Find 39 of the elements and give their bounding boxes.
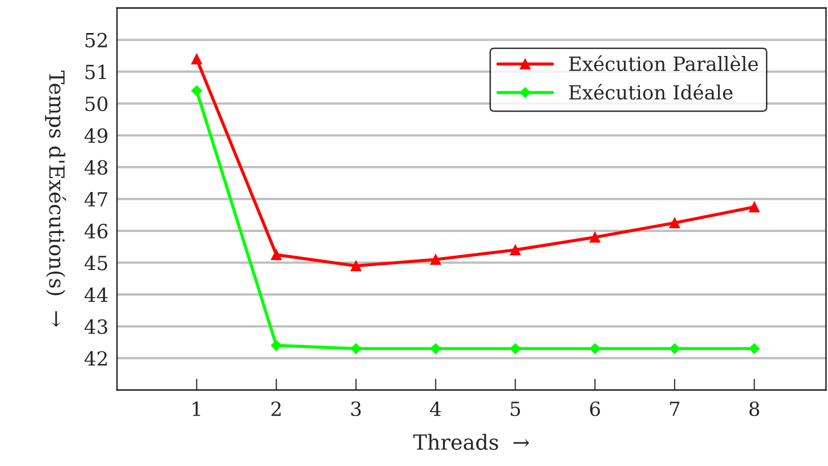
point — [748, 202, 760, 212]
y-tick-label: 52 — [86, 32, 107, 48]
point — [270, 340, 282, 351]
y-tick-label: 42 — [84, 351, 107, 366]
point — [510, 343, 521, 354]
x-axis-title: Threads → — [413, 434, 530, 450]
point — [510, 244, 521, 256]
point — [669, 343, 680, 354]
y-tick-label: 49 — [84, 128, 108, 143]
x-tick-label: 2 — [271, 401, 281, 416]
point — [191, 85, 202, 96]
y-tick-label: 48 — [84, 160, 108, 175]
x-tick-label: 4 — [430, 401, 441, 416]
legend-label: Exécution Parallèle — [569, 55, 758, 72]
x-tick-label: 3 — [351, 401, 361, 416]
x-tick-label: 1 — [192, 401, 200, 416]
point — [350, 260, 362, 272]
x-tick-label: 8 — [749, 401, 760, 416]
x-tick-label: 6 — [590, 401, 600, 416]
legend-label: Exécution Idéale — [569, 84, 732, 100]
point — [350, 343, 362, 354]
point — [748, 343, 760, 354]
point — [590, 343, 600, 354]
y-tick-label: 47 — [84, 192, 108, 206]
point — [191, 54, 202, 64]
y-tick-label: 44 — [84, 287, 108, 302]
point — [430, 254, 442, 265]
x-tick-label: 5 — [510, 402, 520, 416]
x-tick-label: 7 — [670, 402, 680, 416]
y-axis-title: Temps d'Exécution(s) → — [45, 70, 66, 327]
point — [590, 232, 600, 243]
y-tick-label: 51 — [86, 64, 106, 80]
y-tick-label: 50 — [86, 96, 108, 112]
y-tick-label: 43 — [84, 319, 108, 334]
y-tick-label: 46 — [84, 224, 108, 238]
point — [669, 217, 680, 228]
point — [270, 249, 282, 260]
point — [430, 343, 442, 354]
y-tick-label: 45 — [84, 256, 108, 270]
